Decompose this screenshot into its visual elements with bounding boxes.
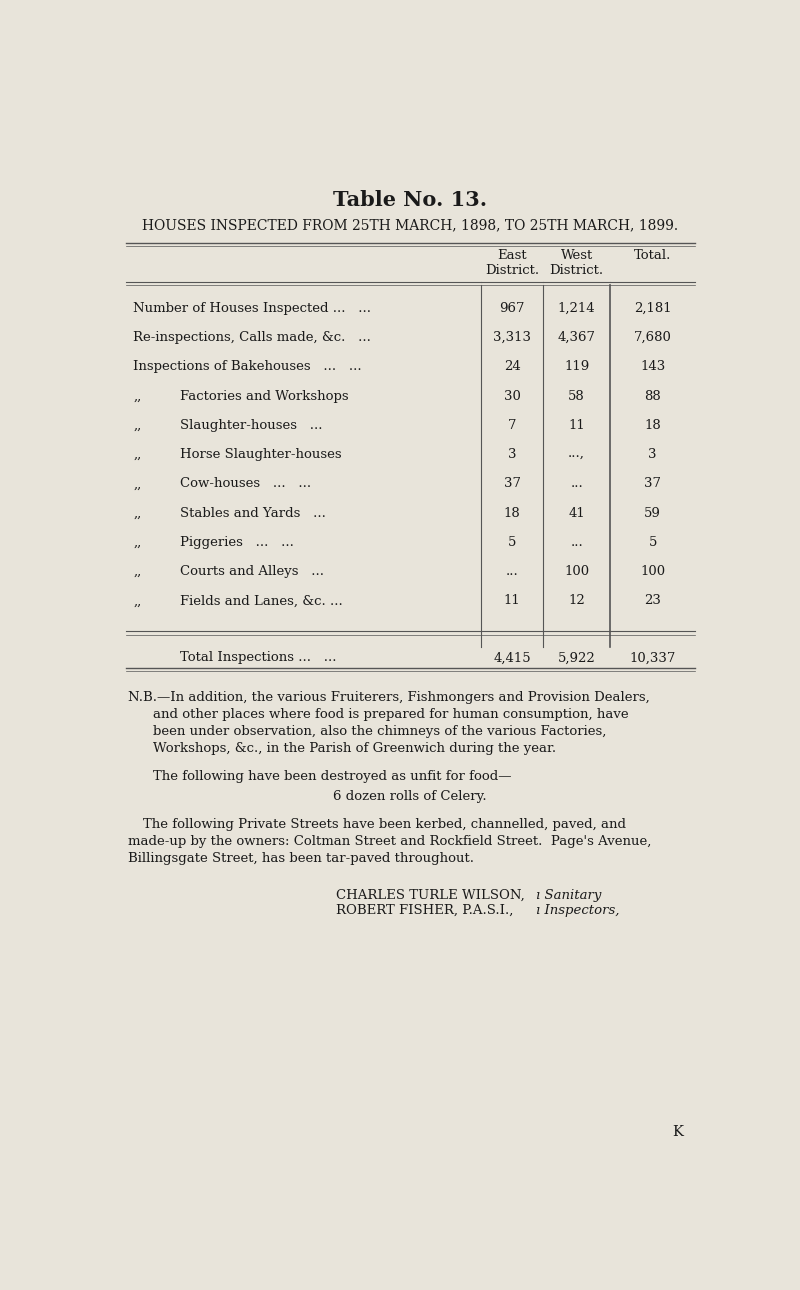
Text: 967: 967	[499, 302, 525, 315]
Text: Factories and Workshops: Factories and Workshops	[180, 390, 349, 402]
Text: Stables and Yards   ...: Stables and Yards ...	[180, 507, 326, 520]
Text: ...: ...	[570, 535, 583, 550]
Text: 18: 18	[644, 419, 661, 432]
Text: Cow-houses   ...   ...: Cow-houses ... ...	[180, 477, 311, 490]
Text: CHARLES TURLE WILSON,: CHARLES TURLE WILSON,	[336, 889, 530, 902]
Text: N.B.—In addition, the various Fruiterers, Fishmongers and Provision Dealers,: N.B.—In addition, the various Fruiterers…	[128, 691, 650, 704]
Text: Inspections of Bakehouses   ...   ...: Inspections of Bakehouses ... ...	[134, 360, 362, 373]
Text: ,,: ,,	[134, 419, 142, 432]
Text: Courts and Alleys   ...: Courts and Alleys ...	[180, 565, 324, 578]
Text: 11: 11	[504, 595, 521, 608]
Text: ı Sanitary: ı Sanitary	[536, 889, 602, 902]
Text: East
District.: East District.	[486, 249, 539, 277]
Text: Fields and Lanes, &c. ...: Fields and Lanes, &c. ...	[180, 595, 342, 608]
Text: ,,: ,,	[134, 390, 142, 402]
Text: Total Inspections ...   ...: Total Inspections ... ...	[180, 651, 336, 664]
Text: ,,: ,,	[134, 595, 142, 608]
Text: Number of Houses Inspected ...   ...: Number of Houses Inspected ... ...	[134, 302, 371, 315]
Text: 4,367: 4,367	[558, 332, 596, 344]
Text: 23: 23	[644, 595, 661, 608]
Text: 143: 143	[640, 360, 666, 373]
Text: 5: 5	[508, 535, 517, 550]
Text: Slaughter-houses   ...: Slaughter-houses ...	[180, 419, 322, 432]
Text: The following have been destroyed as unfit for food—: The following have been destroyed as unf…	[153, 770, 511, 783]
Text: 1,214: 1,214	[558, 302, 595, 315]
Text: Total.: Total.	[634, 249, 671, 262]
Text: West
District.: West District.	[550, 249, 604, 277]
Text: been under observation, also the chimneys of the various Factories,: been under observation, also the chimney…	[153, 725, 606, 738]
Text: 119: 119	[564, 360, 590, 373]
Text: 30: 30	[504, 390, 521, 402]
Text: 37: 37	[504, 477, 521, 490]
Text: 3: 3	[648, 448, 657, 461]
Text: 10,337: 10,337	[630, 651, 676, 664]
Text: 12: 12	[568, 595, 585, 608]
Text: ,,: ,,	[134, 448, 142, 461]
Text: 3,313: 3,313	[494, 332, 531, 344]
Text: ...,: ...,	[568, 448, 585, 461]
Text: Table No. 13.: Table No. 13.	[333, 190, 487, 210]
Text: 5: 5	[648, 535, 657, 550]
Text: 2,181: 2,181	[634, 302, 671, 315]
Text: ...: ...	[506, 565, 518, 578]
Text: 7,680: 7,680	[634, 332, 671, 344]
Text: Re-inspections, Calls made, &c.   ...: Re-inspections, Calls made, &c. ...	[134, 332, 371, 344]
Text: 18: 18	[504, 507, 521, 520]
Text: The following Private Streets have been kerbed, channelled, paved, and: The following Private Streets have been …	[143, 818, 626, 831]
Text: 11: 11	[568, 419, 585, 432]
Text: 100: 100	[640, 565, 665, 578]
Text: ,,: ,,	[134, 507, 142, 520]
Text: 3: 3	[508, 448, 517, 461]
Text: 6 dozen rolls of Celery.: 6 dozen rolls of Celery.	[333, 789, 487, 804]
Text: ,,: ,,	[134, 477, 142, 490]
Text: Workshops, &c., in the Parish of Greenwich during the year.: Workshops, &c., in the Parish of Greenwi…	[153, 742, 556, 756]
Text: 37: 37	[644, 477, 661, 490]
Text: 5,922: 5,922	[558, 651, 595, 664]
Text: 7: 7	[508, 419, 517, 432]
Text: Horse Slaughter-houses: Horse Slaughter-houses	[180, 448, 342, 461]
Text: 58: 58	[568, 390, 585, 402]
Text: and other places where food is prepared for human consumption, have: and other places where food is prepared …	[153, 708, 628, 721]
Text: 4,415: 4,415	[494, 651, 531, 664]
Text: made-up by the owners: Coltman Street and Rockfield Street.  Page's Avenue,: made-up by the owners: Coltman Street an…	[128, 835, 651, 848]
Text: 100: 100	[564, 565, 589, 578]
Text: 88: 88	[644, 390, 661, 402]
Text: 59: 59	[644, 507, 661, 520]
Text: Billingsgate Street, has been tar-paved throughout.: Billingsgate Street, has been tar-paved …	[128, 851, 474, 864]
Text: HOUSES INSPECTED FROM 25TH MARCH, 1898, TO 25TH MARCH, 1899.: HOUSES INSPECTED FROM 25TH MARCH, 1898, …	[142, 219, 678, 232]
Text: ,,: ,,	[134, 565, 142, 578]
Text: ...: ...	[570, 477, 583, 490]
Text: 24: 24	[504, 360, 521, 373]
Text: ROBERT FISHER, P.A.S.I.,: ROBERT FISHER, P.A.S.I.,	[336, 904, 522, 917]
Text: K: K	[672, 1125, 683, 1139]
Text: 41: 41	[568, 507, 585, 520]
Text: ı Inspectors,: ı Inspectors,	[536, 904, 620, 917]
Text: ,,: ,,	[134, 535, 142, 550]
Text: Piggeries   ...   ...: Piggeries ... ...	[180, 535, 294, 550]
